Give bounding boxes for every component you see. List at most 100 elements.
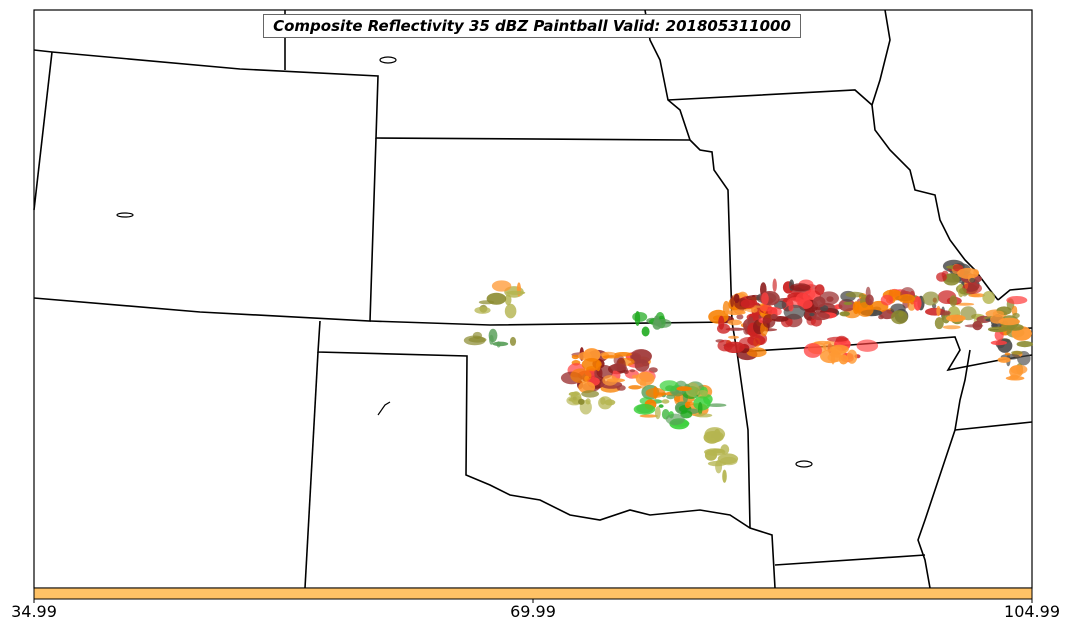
storm-cell	[654, 406, 661, 420]
storm-cell	[633, 403, 656, 415]
storm-cell	[827, 352, 844, 363]
storm-cell	[987, 326, 1009, 333]
storm-cell	[723, 341, 745, 353]
storm-cell	[856, 302, 874, 317]
storm-cell	[962, 282, 982, 295]
lakes	[116, 56, 813, 468]
storm-cell	[982, 291, 995, 304]
storm-cell	[770, 313, 778, 320]
storm-cell	[852, 301, 860, 315]
storm-cell	[653, 386, 658, 400]
storm-cell	[728, 335, 739, 339]
storm-cell	[727, 319, 742, 326]
storm-cell	[994, 329, 1004, 341]
storm-cell	[635, 371, 655, 386]
storm-cell	[997, 356, 1011, 363]
storm-cell	[898, 311, 904, 317]
storm-cell	[839, 311, 850, 317]
storm-cell	[568, 391, 580, 397]
storm-cell	[496, 341, 501, 348]
storm-cell	[659, 380, 679, 392]
storm-cell	[922, 291, 940, 306]
storm-cell	[489, 334, 494, 345]
storm-cell	[717, 323, 731, 334]
storm-cell	[504, 303, 517, 319]
colorbar-tick-label-min: 34.99	[11, 602, 57, 621]
colorbar	[33, 587, 1033, 600]
storm-cell	[856, 339, 879, 352]
storm-cell	[474, 306, 491, 314]
storm-cell	[957, 267, 979, 279]
storm-cell	[942, 325, 961, 330]
storm-cell	[969, 277, 976, 283]
storm-cell	[809, 312, 815, 317]
storm-cell	[845, 291, 864, 298]
storm-cell	[506, 290, 526, 295]
storm-cell	[628, 385, 642, 390]
storm-cell	[665, 413, 685, 425]
storm-cell	[1006, 296, 1028, 305]
colorbar-tick-label-mid: 69.99	[510, 602, 556, 621]
storm-cell	[971, 293, 986, 298]
storm-cell	[610, 363, 627, 372]
storm-cell	[570, 368, 592, 384]
storm-cell	[686, 401, 694, 406]
storm-cell	[827, 336, 849, 342]
storm-cell	[652, 319, 662, 330]
storm-cell	[829, 344, 849, 354]
storm-cell	[998, 317, 1020, 326]
storm-cell	[703, 431, 721, 444]
storm-cell	[936, 272, 947, 282]
storm-cell	[724, 310, 746, 316]
storm-cell	[865, 294, 874, 306]
storm-cell	[730, 295, 735, 308]
storm-cell	[797, 299, 813, 309]
storm-cell	[704, 448, 726, 456]
storm-cell	[571, 354, 580, 360]
storm-cell	[790, 283, 811, 292]
storm-cell	[934, 317, 944, 330]
storm-cell	[990, 340, 1008, 346]
storm-cell	[946, 314, 966, 322]
storm-cell	[746, 347, 767, 358]
storm-cell	[761, 292, 769, 306]
storm-cell	[943, 273, 960, 286]
storm-cell	[509, 336, 517, 346]
storm-cell	[693, 396, 711, 411]
storm-cell	[938, 310, 951, 316]
storm-cell	[1016, 341, 1033, 348]
storm-cell	[891, 310, 908, 325]
storm-cell	[614, 352, 632, 357]
storm-cell	[1009, 365, 1024, 378]
storm-cell	[972, 320, 983, 331]
storm-cell	[838, 299, 856, 312]
storm-cell	[602, 355, 620, 359]
map-title: Composite Reflectivity 35 dBZ Paintball …	[263, 14, 801, 38]
storm-cell	[1004, 352, 1011, 356]
storm-cell	[694, 413, 713, 418]
storm-cell	[600, 397, 606, 405]
storm-cell	[491, 280, 512, 292]
storm-cell	[602, 375, 618, 386]
storm-cell	[959, 287, 967, 295]
storm-cell	[634, 359, 650, 372]
storm-cell	[486, 292, 507, 305]
storm-cell	[676, 386, 692, 392]
storm-cell	[641, 326, 650, 337]
storm-cell	[661, 399, 670, 404]
storm-cell	[581, 390, 599, 398]
storm-cell	[604, 399, 616, 406]
storm-cell	[812, 296, 826, 308]
storm-cell	[736, 314, 744, 320]
storm-cell	[843, 301, 853, 306]
storm-cell	[783, 304, 806, 320]
storm-cell	[578, 398, 585, 405]
storm-cell	[720, 456, 738, 466]
storm-cell	[697, 390, 709, 398]
reflectivity-paintball	[463, 259, 1033, 483]
storm-cell	[697, 402, 703, 415]
storm-cell	[880, 294, 894, 306]
storm-cell	[913, 296, 922, 311]
storm-cell	[803, 343, 823, 358]
